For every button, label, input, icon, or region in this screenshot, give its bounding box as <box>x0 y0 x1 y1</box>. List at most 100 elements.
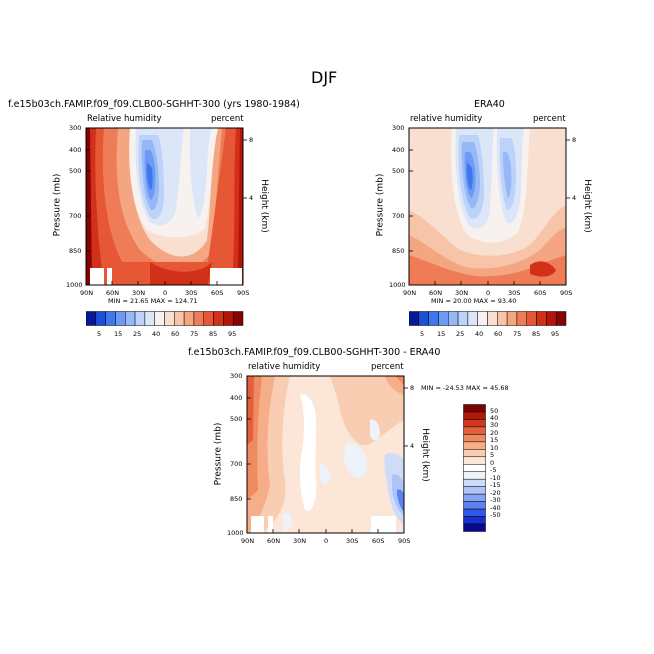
colorbar-box <box>497 311 508 326</box>
panel2-ytick-label: 400 <box>392 146 405 154</box>
colorbar1-label: 15 <box>114 330 123 338</box>
x-ticks <box>85 281 244 285</box>
panel2-xtick-label: 0 <box>486 289 491 297</box>
colorbar-diff-label: 0 <box>490 458 495 467</box>
colorbar2-label: 60 <box>494 330 503 338</box>
colorbar-box <box>463 486 486 495</box>
contour-region <box>247 376 254 445</box>
panel3-xtick-label: 30N <box>293 537 307 545</box>
colorbar-box <box>193 311 205 326</box>
panel1-ytick-label: 850 <box>69 247 82 255</box>
contour-region <box>503 152 512 198</box>
panel1-title: f.e15b03ch.FAMIP.f09_f09.CLB00-SGHHT-300… <box>8 99 300 110</box>
colorbar1-label: 60 <box>171 330 180 338</box>
panel3-ylabel: Pressure (mb) <box>213 422 224 486</box>
panel2-xtick-label: 90N <box>403 289 417 297</box>
contour-region <box>146 162 153 190</box>
panel3-minmax: MIN = -24.53 MAX = 45.68 <box>421 384 509 392</box>
panel1-ytick-label: 400 <box>69 146 82 154</box>
colorbar-box <box>115 311 126 326</box>
colorbar-box <box>105 311 116 326</box>
colorbar-boxes <box>409 311 567 326</box>
colorbar-box <box>438 311 449 326</box>
colorbar-diff-label: 40 <box>490 413 499 422</box>
colorbar-box <box>555 311 567 326</box>
colorbar-box <box>463 434 486 443</box>
panel2-title: ERA40 <box>474 99 505 110</box>
panel2-plot <box>408 127 570 286</box>
colorbar1-label: 75 <box>190 330 199 338</box>
panel3-ytick-label: 1000 <box>227 529 244 537</box>
colorbar-rh-obs <box>409 311 567 326</box>
contour-region <box>86 128 92 285</box>
colorbar-box <box>463 419 486 428</box>
y-ticks <box>86 127 247 286</box>
contour-region <box>189 128 212 218</box>
colorbar-box <box>463 508 486 517</box>
panel3-plot <box>246 375 408 534</box>
panel2-height-label: 4 <box>572 194 577 202</box>
missing-data <box>90 268 104 285</box>
colorbar-box <box>134 311 146 326</box>
panel2-ytick-label: 1000 <box>389 281 406 289</box>
missing-data <box>268 516 273 533</box>
colorbar-box <box>463 456 486 465</box>
panel3-ytick-label: 850 <box>230 495 243 503</box>
colorbar-box <box>506 311 518 326</box>
colorbar-box <box>463 493 486 502</box>
colorbar-diff-label: -40 <box>490 503 501 512</box>
contour-region <box>397 489 404 512</box>
panel3-right-string: percent <box>371 362 404 372</box>
colorbar-diff-label: 30 <box>490 421 499 430</box>
contour-region <box>395 376 404 385</box>
panel1-ytick-label: 500 <box>69 167 82 175</box>
colorbar-diff-label: -5 <box>490 466 497 475</box>
colorbar-diff-label: 15 <box>490 436 499 445</box>
panel1-ytick-label: 300 <box>69 124 82 132</box>
colorbar-diff-label: -30 <box>490 496 501 505</box>
panel1-ytick-label: 1000 <box>66 281 83 289</box>
panel2-ytick-label: 500 <box>392 167 405 175</box>
panel1-xtick-label: 0 <box>163 289 168 297</box>
contour-region <box>320 464 330 484</box>
panel3-xtick-label: 60N <box>267 537 281 545</box>
colorbar-diff-label: 20 <box>490 428 499 437</box>
colorbar-box <box>526 311 537 326</box>
colorbar-rh-model <box>86 311 244 326</box>
contour-region <box>86 128 243 285</box>
colorbar-box <box>463 501 486 510</box>
colorbar1-label: 5 <box>97 330 102 338</box>
colorbar-box <box>86 311 97 326</box>
colorbar-box <box>463 471 486 480</box>
panel1-height-label: 8 <box>249 136 254 144</box>
panel3-ytick-label: 300 <box>230 372 243 380</box>
colorbar2-label: 85 <box>532 330 541 338</box>
colorbar-box <box>546 311 557 326</box>
panel3-ytick-label: 500 <box>230 415 243 423</box>
missing-data <box>371 516 396 533</box>
y-ticks <box>409 127 570 286</box>
panel1-ylabel: Pressure (mb) <box>52 173 63 237</box>
x-ticks <box>408 281 567 285</box>
panel1-xtick-label: 90N <box>80 289 94 297</box>
panel1-right-string: percent <box>211 114 244 124</box>
page-title: DJF <box>311 68 338 87</box>
colorbar-box <box>463 411 486 420</box>
colorbar-diff-label: -15 <box>490 481 501 490</box>
panel2-right-string: percent <box>533 114 566 124</box>
colorbar1-label: 85 <box>209 330 218 338</box>
panel2-xtick-label: 30S <box>508 289 521 297</box>
contour-region <box>530 261 556 277</box>
plot-frame <box>246 375 405 534</box>
colorbar-box <box>457 311 469 326</box>
missing-data <box>251 516 264 533</box>
panel2-ytick-label: 300 <box>392 124 405 132</box>
panel2-xtick-label: 90S <box>560 289 573 297</box>
colorbar-box <box>463 523 486 532</box>
colorbar-box <box>463 478 486 487</box>
panel2-ytick-label: 700 <box>392 212 405 220</box>
contour-region <box>370 419 380 441</box>
colorbar-box <box>467 311 478 326</box>
panel3-xtick-label: 60S <box>372 537 385 545</box>
panel1-left-string: Relative humidity <box>87 114 162 124</box>
